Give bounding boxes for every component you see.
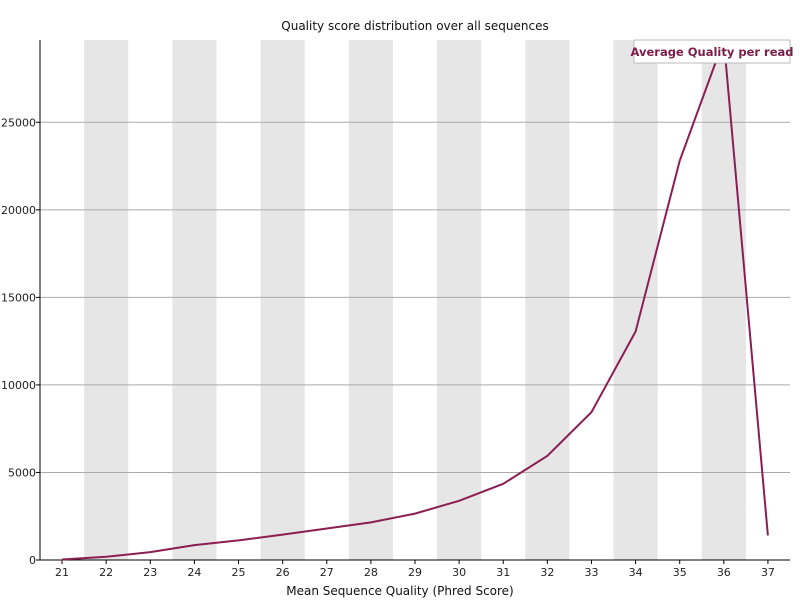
x-tick-label-22: 22 — [99, 566, 113, 579]
legend: Average Quality per read — [630, 39, 794, 64]
series-line-0 — [62, 39, 769, 561]
x-tick-label-31: 31 — [496, 566, 510, 579]
band-30 — [437, 40, 482, 560]
x-tick-label-29: 29 — [408, 566, 422, 579]
x-tick-label-28: 28 — [364, 566, 378, 579]
y-gridlines — [40, 121, 790, 473]
y-tick-label-5000: 5000 — [8, 466, 36, 479]
y-tick-label-15000: 15000 — [1, 291, 36, 304]
y-tick-label-0: 0 — [29, 554, 36, 567]
x-tick-label-30: 30 — [452, 566, 466, 579]
chart-title: Quality score distribution over all sequ… — [281, 19, 548, 33]
series-layer — [62, 39, 769, 561]
x-tick-label-32: 32 — [540, 566, 554, 579]
band-36 — [701, 40, 746, 560]
y-tick-label-20000: 20000 — [1, 204, 36, 217]
x-tick-label-26: 26 — [276, 566, 290, 579]
y-tick-label-10000: 10000 — [1, 379, 36, 392]
x-tick-label-34: 34 — [629, 566, 643, 579]
legend-box — [633, 39, 791, 64]
x-tick-label-37: 37 — [761, 566, 775, 579]
y-tick-labels: 0 5000 10000 15000 20000 25000 — [1, 116, 40, 567]
x-tick-label-27: 27 — [320, 566, 334, 579]
band-22 — [84, 40, 129, 560]
band-26 — [260, 40, 305, 560]
x-tick-label-25: 25 — [232, 566, 246, 579]
x-tick-label-33: 33 — [584, 566, 598, 579]
legend-label: Average Quality per read — [630, 45, 793, 59]
band-24 — [172, 40, 217, 560]
x-tick-label-35: 35 — [673, 566, 687, 579]
axes — [39, 40, 790, 561]
x-tick-label-23: 23 — [143, 566, 157, 579]
x-tick-labels: 21 22 23 24 25 26 27 28 29 30 31 32 33 34 35 36 37 — [55, 560, 775, 579]
alternating-bands — [84, 40, 746, 560]
x-tick-label-21: 21 — [55, 566, 69, 579]
x-axis-title: Mean Sequence Quality (Phred Score) — [286, 584, 514, 598]
band-34 — [613, 40, 658, 560]
x-tick-label-36: 36 — [717, 566, 731, 579]
x-tick-label-24: 24 — [187, 566, 201, 579]
y-tick-label-25000: 25000 — [1, 116, 36, 129]
band-32 — [525, 40, 570, 560]
band-28 — [348, 40, 393, 560]
